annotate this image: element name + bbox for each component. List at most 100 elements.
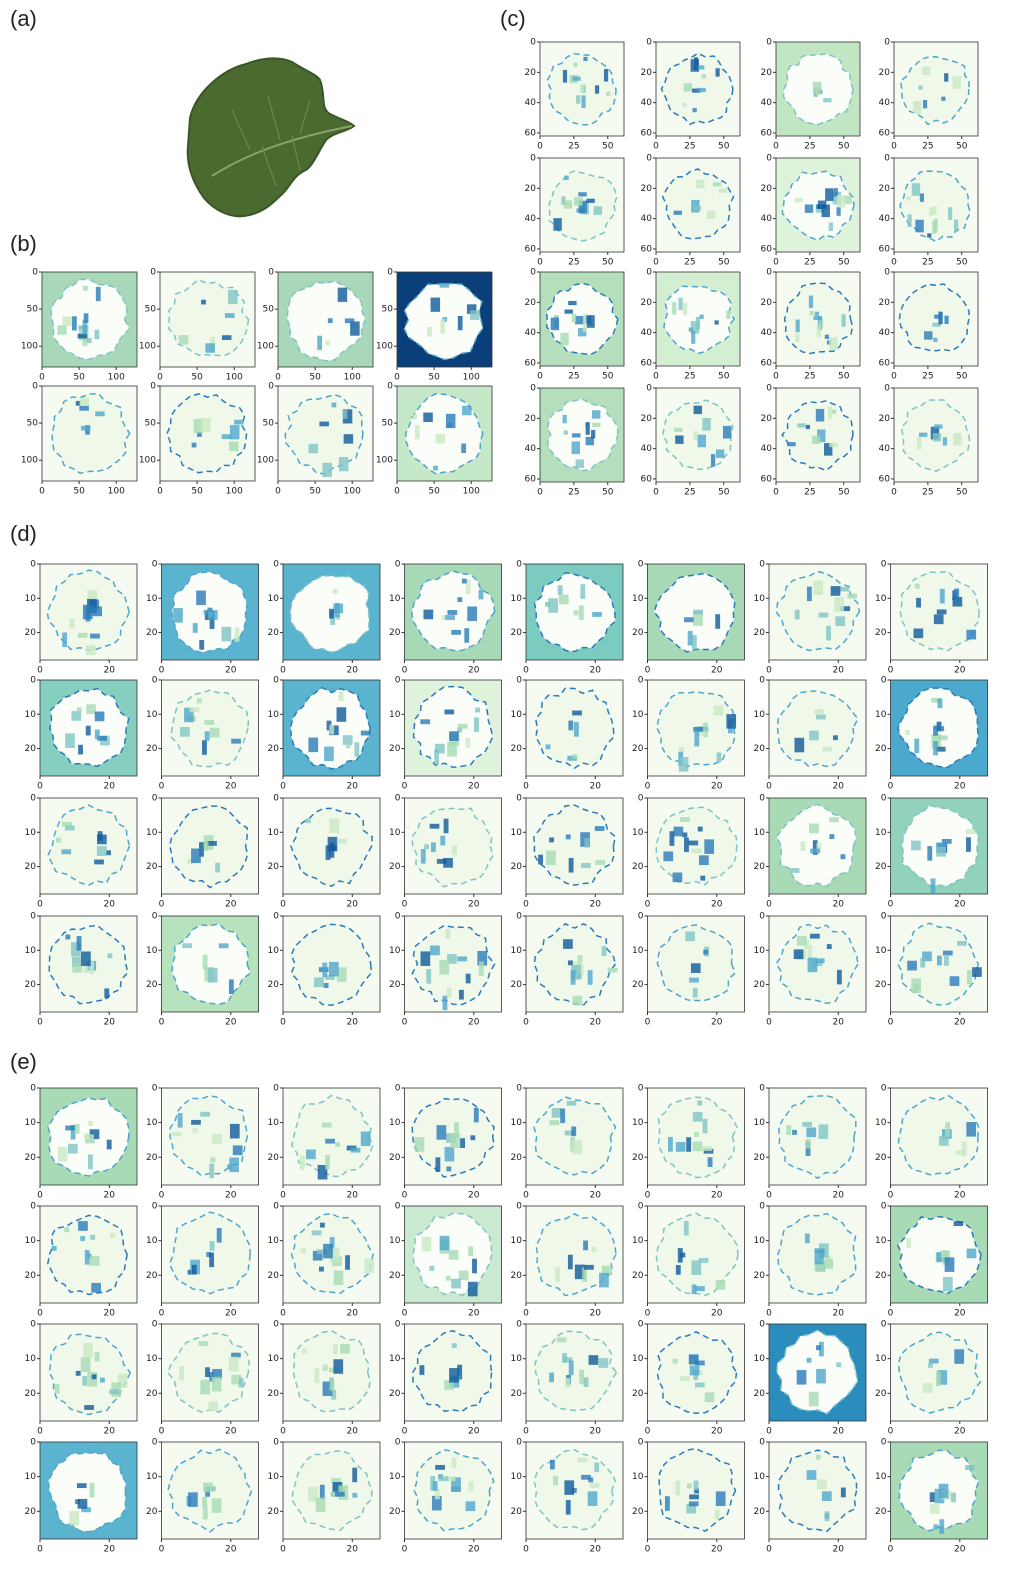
activation: [829, 817, 839, 822]
activation: [210, 1241, 215, 1251]
activation: [431, 298, 441, 312]
activation: [65, 1126, 75, 1131]
activation: [929, 207, 933, 215]
activation: [911, 841, 921, 851]
activation: [595, 826, 605, 831]
activation: [191, 849, 201, 864]
activation: [579, 1370, 584, 1385]
activation: [203, 1505, 208, 1520]
activation: [329, 962, 339, 977]
feature-map: 025500204060: [761, 154, 860, 268]
x-tick-label: 20: [225, 1191, 237, 1201]
activation: [426, 969, 431, 984]
x-tick-label: 0: [888, 666, 894, 676]
activation: [834, 597, 844, 612]
activation: [210, 1157, 215, 1162]
activation: [689, 1494, 699, 1499]
activation: [688, 841, 698, 846]
feature-map: 02001020: [632, 912, 744, 1028]
activation: [807, 1358, 812, 1363]
y-tick-label: 20: [754, 744, 766, 754]
activation: [55, 1384, 60, 1394]
activation: [581, 95, 585, 108]
y-tick-label: 60: [761, 474, 773, 484]
activation: [837, 970, 842, 985]
activation: [693, 1112, 703, 1122]
y-tick-label: 0: [30, 676, 36, 686]
activation: [716, 68, 720, 76]
activation: [88, 590, 98, 600]
feature-map: 02001020: [146, 560, 258, 676]
activation: [566, 1500, 571, 1515]
activation: [689, 978, 699, 983]
y-tick-label: 10: [268, 946, 280, 956]
activation: [842, 314, 846, 327]
feature-map: 02001020: [146, 1202, 258, 1319]
activation: [222, 335, 232, 340]
activation: [322, 463, 332, 477]
x-tick-label: 20: [833, 1018, 845, 1028]
x-tick-label: 0: [159, 782, 165, 792]
y-tick-label: 60: [641, 244, 653, 254]
activation: [200, 1380, 210, 1395]
x-tick-label: 100: [344, 373, 361, 383]
activation: [795, 333, 799, 341]
activation: [966, 837, 971, 852]
activation: [333, 589, 338, 594]
activation: [572, 314, 576, 322]
feature-map: 02001020: [754, 1320, 866, 1437]
activation: [797, 1370, 807, 1385]
activation: [325, 1155, 330, 1170]
activation: [330, 1381, 335, 1391]
activation: [309, 444, 319, 454]
y-tick-label: 10: [389, 594, 401, 604]
activation: [716, 1491, 726, 1506]
activation: [572, 433, 580, 437]
activation: [329, 818, 339, 833]
activation: [715, 1509, 720, 1519]
x-tick-label: 20: [590, 1309, 602, 1319]
y-tick-label: 0: [387, 268, 393, 278]
activation: [87, 338, 92, 343]
x-tick-label: 20: [590, 1191, 602, 1201]
feature-map: 02001020: [511, 676, 623, 792]
activation: [207, 841, 217, 846]
activation: [415, 1137, 425, 1152]
activation: [192, 1265, 197, 1275]
y-tick-label: 40: [879, 328, 891, 338]
activation: [966, 1122, 976, 1137]
activation: [201, 418, 211, 432]
activation: [937, 609, 947, 614]
feature-map: 02001020: [146, 676, 258, 792]
x-tick-label: 20: [468, 900, 480, 910]
activation: [689, 328, 693, 332]
y-tick-label: 40: [761, 98, 773, 108]
x-tick-label: 0: [888, 1545, 894, 1555]
activation: [562, 1353, 567, 1363]
y-tick-label: 40: [641, 444, 653, 454]
activation: [816, 715, 826, 720]
y-tick-label: 0: [152, 1084, 158, 1094]
feature-map: 02001020: [632, 1084, 744, 1201]
activation: [939, 1484, 949, 1499]
y-tick-label: 10: [268, 1472, 280, 1482]
x-tick-label: 0: [402, 1545, 408, 1555]
activation: [809, 296, 813, 309]
x-tick-label: 0: [766, 1309, 772, 1319]
x-tick-label: 0: [280, 900, 286, 910]
y-tick-label: 0: [881, 1438, 887, 1448]
y-tick-label: 40: [761, 444, 773, 454]
activation: [847, 594, 857, 599]
activation: [229, 1357, 239, 1372]
x-tick-label: 50: [956, 488, 968, 498]
activation: [816, 1369, 826, 1384]
activation: [78, 633, 88, 638]
activation: [178, 1113, 183, 1128]
y-tick-label: 20: [511, 628, 523, 638]
y-tick-label: 20: [754, 862, 766, 872]
y-tick-label: 10: [25, 594, 37, 604]
x-tick-label: 20: [711, 1427, 723, 1437]
activation: [229, 442, 239, 452]
activation: [447, 988, 452, 998]
x-tick-label: 50: [718, 488, 730, 498]
